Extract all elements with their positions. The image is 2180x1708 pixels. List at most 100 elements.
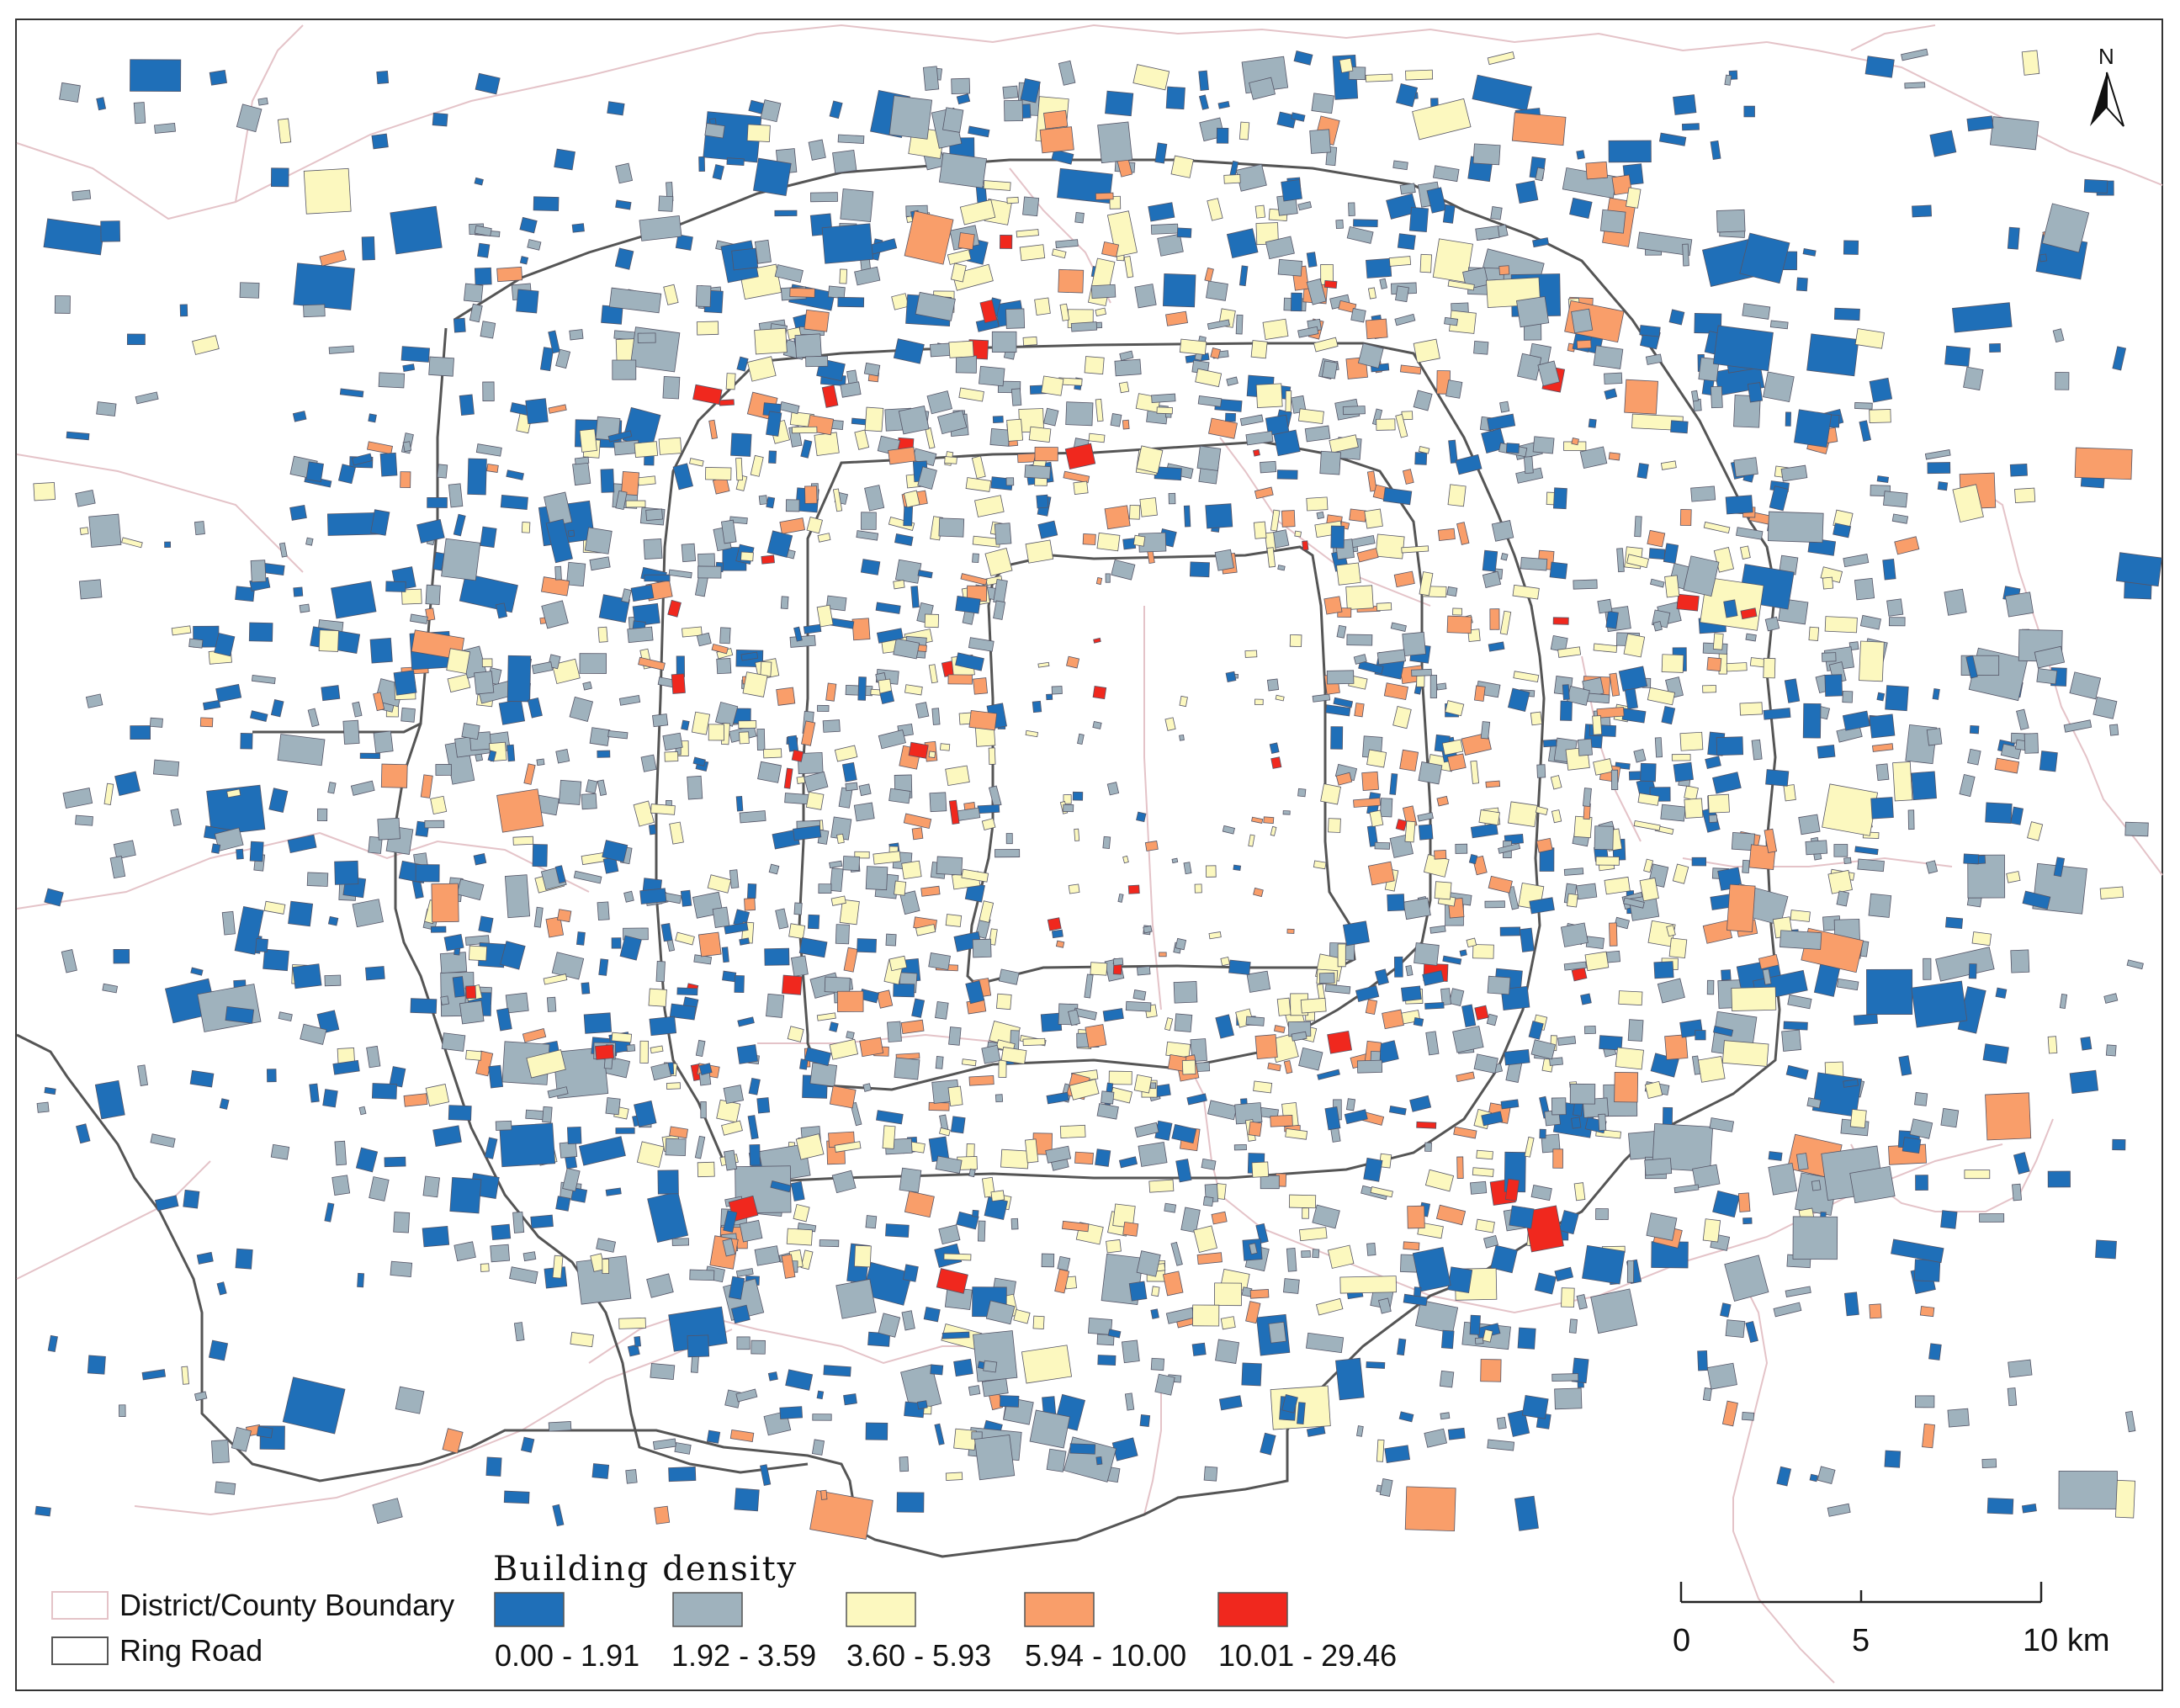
- building-block: [721, 947, 729, 963]
- building-block: [1448, 988, 1465, 1007]
- building-block: [1824, 674, 1843, 697]
- building-block: [2036, 668, 2058, 685]
- building-block: [1198, 70, 1209, 91]
- building-block: [1447, 484, 1467, 507]
- building-block: [2074, 447, 2133, 480]
- building-block: [1034, 297, 1051, 316]
- building-block: [981, 1044, 1001, 1064]
- building-block: [1369, 809, 1384, 828]
- building-block: [1104, 505, 1131, 530]
- building-block: [983, 180, 1011, 191]
- building-block: [943, 1253, 972, 1261]
- building-block: [1403, 897, 1431, 920]
- building-block: [1550, 775, 1562, 790]
- building-block: [1127, 884, 1140, 894]
- building-block: [1350, 308, 1366, 323]
- building-block: [1913, 1259, 1941, 1282]
- building-block: [882, 1125, 896, 1149]
- building-block: [202, 699, 221, 711]
- building-block: [432, 112, 448, 127]
- building-block: [899, 1167, 922, 1193]
- building-block: [1325, 704, 1351, 717]
- building-block: [1329, 434, 1359, 454]
- building-block: [724, 922, 749, 935]
- building-block: [1623, 633, 1646, 658]
- building-block: [337, 464, 356, 485]
- building-block: [1892, 761, 1913, 802]
- building-block: [1285, 390, 1292, 412]
- building-block: [1063, 804, 1074, 813]
- building-block: [785, 1369, 814, 1391]
- building-block: [402, 363, 416, 372]
- building-block: [597, 779, 607, 796]
- building-block: [1843, 1079, 1859, 1088]
- building-block: [836, 833, 845, 844]
- building-block: [816, 1390, 825, 1400]
- building-block: [447, 673, 471, 693]
- building-block: [1122, 1222, 1139, 1237]
- building-block: [1118, 1156, 1138, 1169]
- building-block: [695, 1039, 706, 1057]
- building-block: [474, 225, 492, 237]
- building-block: [1514, 1495, 1539, 1531]
- building-block: [1424, 1001, 1445, 1010]
- building-block: [1868, 893, 1892, 918]
- building-block: [1393, 956, 1403, 978]
- building-block: [581, 982, 591, 995]
- building-block: [530, 1214, 554, 1229]
- building-block: [1171, 1123, 1197, 1144]
- building-block: [507, 655, 532, 703]
- building-block: [1486, 1013, 1498, 1026]
- building-block: [1046, 693, 1053, 701]
- building-block: [1842, 690, 1854, 703]
- building-block: [589, 556, 611, 571]
- building-block: [800, 1249, 814, 1270]
- building-block: [1924, 449, 1951, 460]
- building-block: [34, 1505, 51, 1517]
- building-block: [1682, 243, 1689, 267]
- building-block: [1785, 411, 1791, 427]
- building-block: [1253, 1080, 1273, 1094]
- building-block: [821, 223, 873, 264]
- building-block: [2053, 857, 2066, 878]
- building-block: [1365, 999, 1378, 1016]
- building-block: [486, 463, 499, 473]
- building-block: [278, 1011, 293, 1022]
- building-block: [911, 998, 926, 1018]
- building-block: [1592, 715, 1603, 735]
- building-block: [1283, 1278, 1300, 1294]
- building-block: [547, 1086, 569, 1099]
- building-block: [1764, 616, 1780, 632]
- building-block: [1982, 1043, 2009, 1064]
- building-block: [1025, 729, 1038, 738]
- building-block: [1981, 1458, 1997, 1468]
- building-block: [988, 747, 996, 765]
- building-block: [1469, 1314, 1481, 1335]
- building-block: [1336, 562, 1361, 586]
- building-block: [780, 596, 789, 609]
- building-block: [507, 744, 516, 762]
- building-block: [293, 263, 355, 310]
- building-block: [1313, 337, 1339, 353]
- building-block: [87, 1355, 106, 1375]
- building-block: [1294, 530, 1302, 538]
- building-block: [901, 1310, 915, 1331]
- building-block: [316, 808, 328, 821]
- building-block: [648, 988, 667, 1007]
- building-block: [1474, 1337, 1484, 1345]
- building-block: [1530, 1185, 1552, 1201]
- building-block: [785, 499, 800, 512]
- building-block: [1455, 843, 1468, 854]
- building-block: [1051, 248, 1067, 259]
- building-block: [915, 291, 956, 321]
- building-block: [2124, 821, 2149, 837]
- building-block: [787, 1026, 804, 1042]
- building-block: [2047, 1170, 2071, 1188]
- building-block: [1164, 1202, 1177, 1213]
- building-block: [1132, 534, 1146, 547]
- building-block: [806, 516, 823, 534]
- building-block: [1517, 1327, 1536, 1350]
- building-block: [1037, 520, 1058, 539]
- building-block: [219, 1098, 230, 1110]
- building-block: [1470, 760, 1480, 784]
